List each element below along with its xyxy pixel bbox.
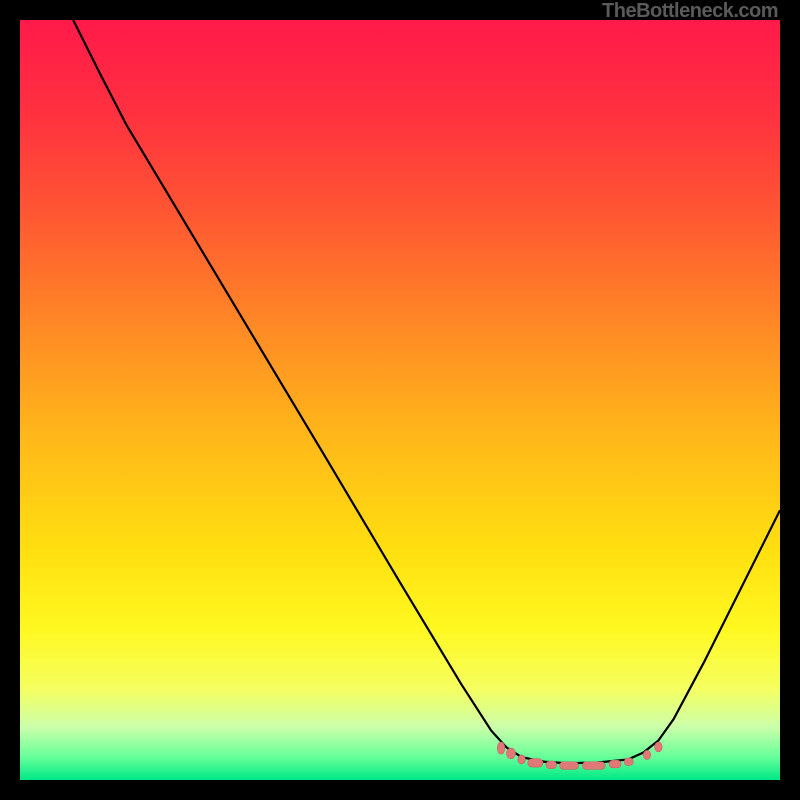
bottleneck-curve — [73, 20, 780, 763]
chart-container: TheBottleneck.com — [0, 0, 800, 800]
marker-dot — [528, 759, 543, 767]
marker-dot — [624, 758, 633, 766]
marker-dot — [655, 742, 663, 752]
marker-dot — [546, 761, 557, 769]
curve-layer — [20, 20, 780, 780]
marker-dot — [506, 748, 515, 759]
marker-dot — [497, 742, 505, 754]
plot-area — [20, 20, 780, 780]
marker-dot — [518, 755, 526, 764]
marker-dot — [643, 750, 651, 759]
marker-dot — [560, 762, 579, 770]
marker-dot — [582, 762, 605, 770]
marker-dot — [609, 760, 621, 768]
